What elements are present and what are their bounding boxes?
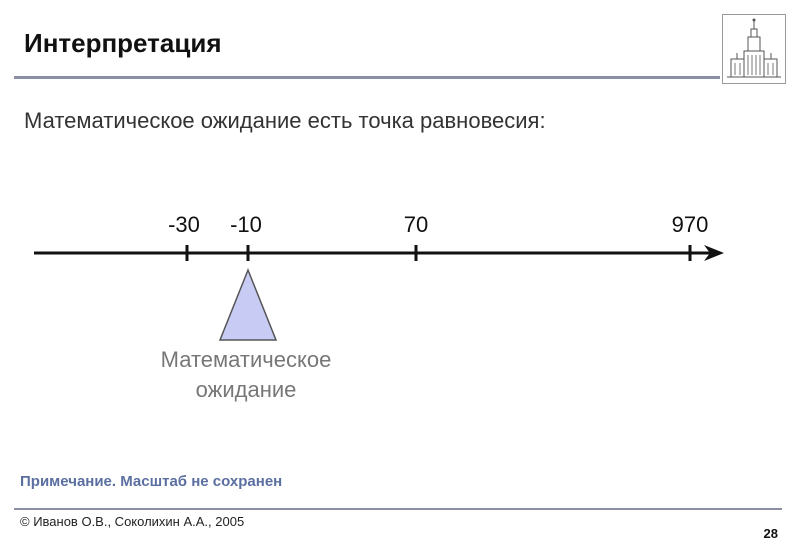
fulcrum-label-line1: Математическое bbox=[160, 347, 332, 372]
tick-label-minus10: -10 bbox=[230, 212, 262, 237]
statement-text: Математическое ожидание есть точка равно… bbox=[24, 108, 546, 133]
tick-label-70: 70 bbox=[403, 212, 429, 237]
title-divider bbox=[14, 76, 720, 79]
page-number: 28 bbox=[763, 526, 778, 541]
fulcrum-label-line2: ожидание bbox=[195, 377, 297, 402]
number-line-arrowhead bbox=[704, 245, 724, 261]
fulcrum-triangle bbox=[218, 267, 278, 341]
tick-label-minus30: -30 bbox=[168, 212, 200, 237]
slide-title: Интерпретация bbox=[24, 28, 222, 58]
university-building-icon bbox=[722, 14, 786, 84]
scale-note: Примечание. Масштаб не сохранен bbox=[20, 473, 283, 490]
fulcrum-label: Математическое ожидание bbox=[136, 345, 356, 405]
footer-divider bbox=[14, 508, 782, 510]
tick-label-970: 970 bbox=[671, 212, 709, 237]
copyright-footer: © Иванов О.В., Соколихин А.А., 2005 bbox=[20, 514, 245, 529]
